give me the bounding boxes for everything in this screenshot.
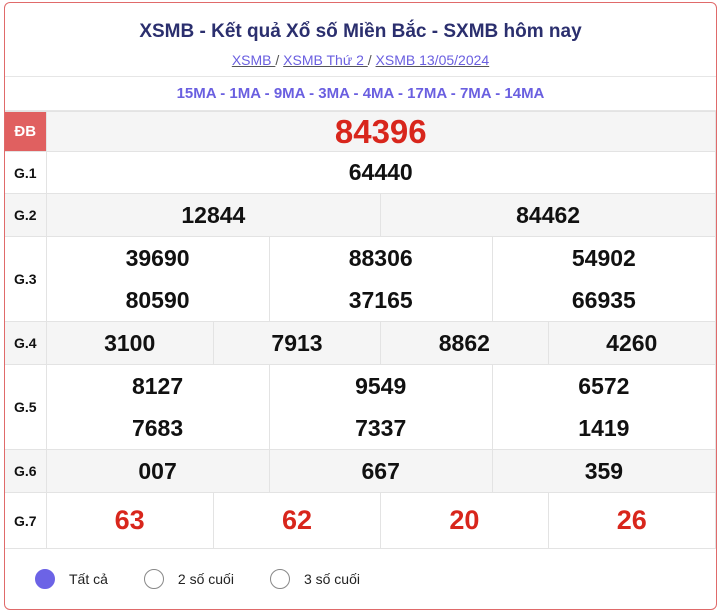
- prize-number: 62: [212, 492, 382, 549]
- prize-number: 7337: [268, 407, 493, 450]
- row-g4: G.4 3100 7913 8862 4260: [5, 321, 716, 365]
- prize-number: 84462: [380, 193, 716, 237]
- filter-last-3[interactable]: 3 số cuối: [269, 569, 360, 589]
- prize-number: 26: [547, 492, 716, 549]
- prize-number: 64440: [45, 151, 716, 194]
- prize-number: 63: [45, 492, 214, 549]
- prize-label: G.6: [5, 449, 47, 493]
- prize-label: ĐB: [5, 111, 47, 152]
- prize-number: 6572: [491, 364, 716, 408]
- row-g5: G.5 8127 9549 6572: [5, 364, 716, 450]
- filter-label: Tất cả: [69, 571, 108, 587]
- prize-label: G.4: [5, 321, 47, 365]
- prize-number: 20: [380, 492, 549, 549]
- draw-codes: 15MA - 1MA - 9MA - 3MA - 4MA - 17MA - 7M…: [5, 77, 716, 111]
- breadcrumb-separator: /: [367, 52, 372, 68]
- prize-number: 8127: [45, 364, 270, 408]
- prize-number: 9549: [268, 364, 493, 408]
- prize-number: 66935: [491, 279, 716, 322]
- filter-all[interactable]: Tất cả: [35, 569, 108, 589]
- prize-number: 7913: [212, 321, 382, 365]
- prize-number: 667: [268, 449, 493, 493]
- digit-filter: Tất cả 2 số cuối 3 số cuối: [5, 549, 716, 609]
- prize-number: 4260: [547, 321, 716, 365]
- radio-icon[interactable]: [269, 569, 290, 589]
- prize-number: 88306: [268, 236, 493, 280]
- row-g3b: 80590 37165 66935: [5, 279, 716, 322]
- row-db: ĐB 84396: [5, 111, 716, 152]
- prize-number: 80590: [45, 279, 270, 322]
- prize-number: 12844: [45, 193, 382, 237]
- breadcrumb: XSMB / XSMB Thứ 2 / XSMB 13/05/2024: [5, 52, 716, 68]
- prize-number: 39690: [45, 236, 270, 280]
- prize-label: G.7: [5, 492, 47, 549]
- radio-selected-icon[interactable]: [35, 569, 55, 589]
- radio-icon[interactable]: [143, 569, 164, 589]
- prize-number: 3100: [45, 321, 214, 365]
- prize-number: 7683: [45, 407, 270, 450]
- row-g2: G.2 12844 84462: [5, 193, 716, 237]
- breadcrumb-weekday[interactable]: XSMB Thứ 2: [283, 52, 368, 68]
- breadcrumb-separator: /: [275, 52, 280, 68]
- breadcrumb-xsmb[interactable]: XSMB: [231, 52, 276, 68]
- prize-number: 37165: [268, 279, 493, 322]
- prize-number: 359: [491, 449, 716, 493]
- filter-label: 2 số cuối: [177, 571, 234, 587]
- prize-number: 54902: [491, 236, 716, 280]
- row-g5b: 7683 7337 1419: [5, 407, 716, 450]
- results-panel: XSMB - Kết quả Xổ số Miền Bắc - SXMB hôm…: [4, 2, 717, 610]
- breadcrumb-date[interactable]: XSMB 13/05/2024: [375, 52, 490, 68]
- row-g6: G.6 007 667 359: [5, 449, 716, 493]
- filter-label: 3 số cuối: [303, 571, 360, 587]
- row-g7: G.7 63 62 20 26: [5, 492, 716, 549]
- row-g1: G.1 64440: [5, 151, 716, 194]
- prize-label: G.3: [5, 236, 47, 322]
- filter-last-2[interactable]: 2 số cuối: [143, 569, 234, 589]
- page-title: XSMB - Kết quả Xổ số Miền Bắc - SXMB hôm…: [139, 21, 582, 42]
- prize-label: G.5: [5, 364, 47, 450]
- header: XSMB - Kết quả Xổ số Miền Bắc - SXMB hôm…: [5, 3, 716, 77]
- special-prize: 84396: [45, 111, 716, 152]
- prize-label: G.1: [5, 151, 47, 194]
- prize-label: G.2: [5, 193, 47, 237]
- prize-number: 8862: [380, 321, 549, 365]
- prize-number: 007: [45, 449, 270, 493]
- results-table: ĐB 84396 G.1 64440 G.2 12844 84462 G.3 3…: [5, 111, 716, 549]
- prize-number: 1419: [491, 407, 716, 450]
- row-g3: G.3 39690 88306 54902: [5, 236, 716, 322]
